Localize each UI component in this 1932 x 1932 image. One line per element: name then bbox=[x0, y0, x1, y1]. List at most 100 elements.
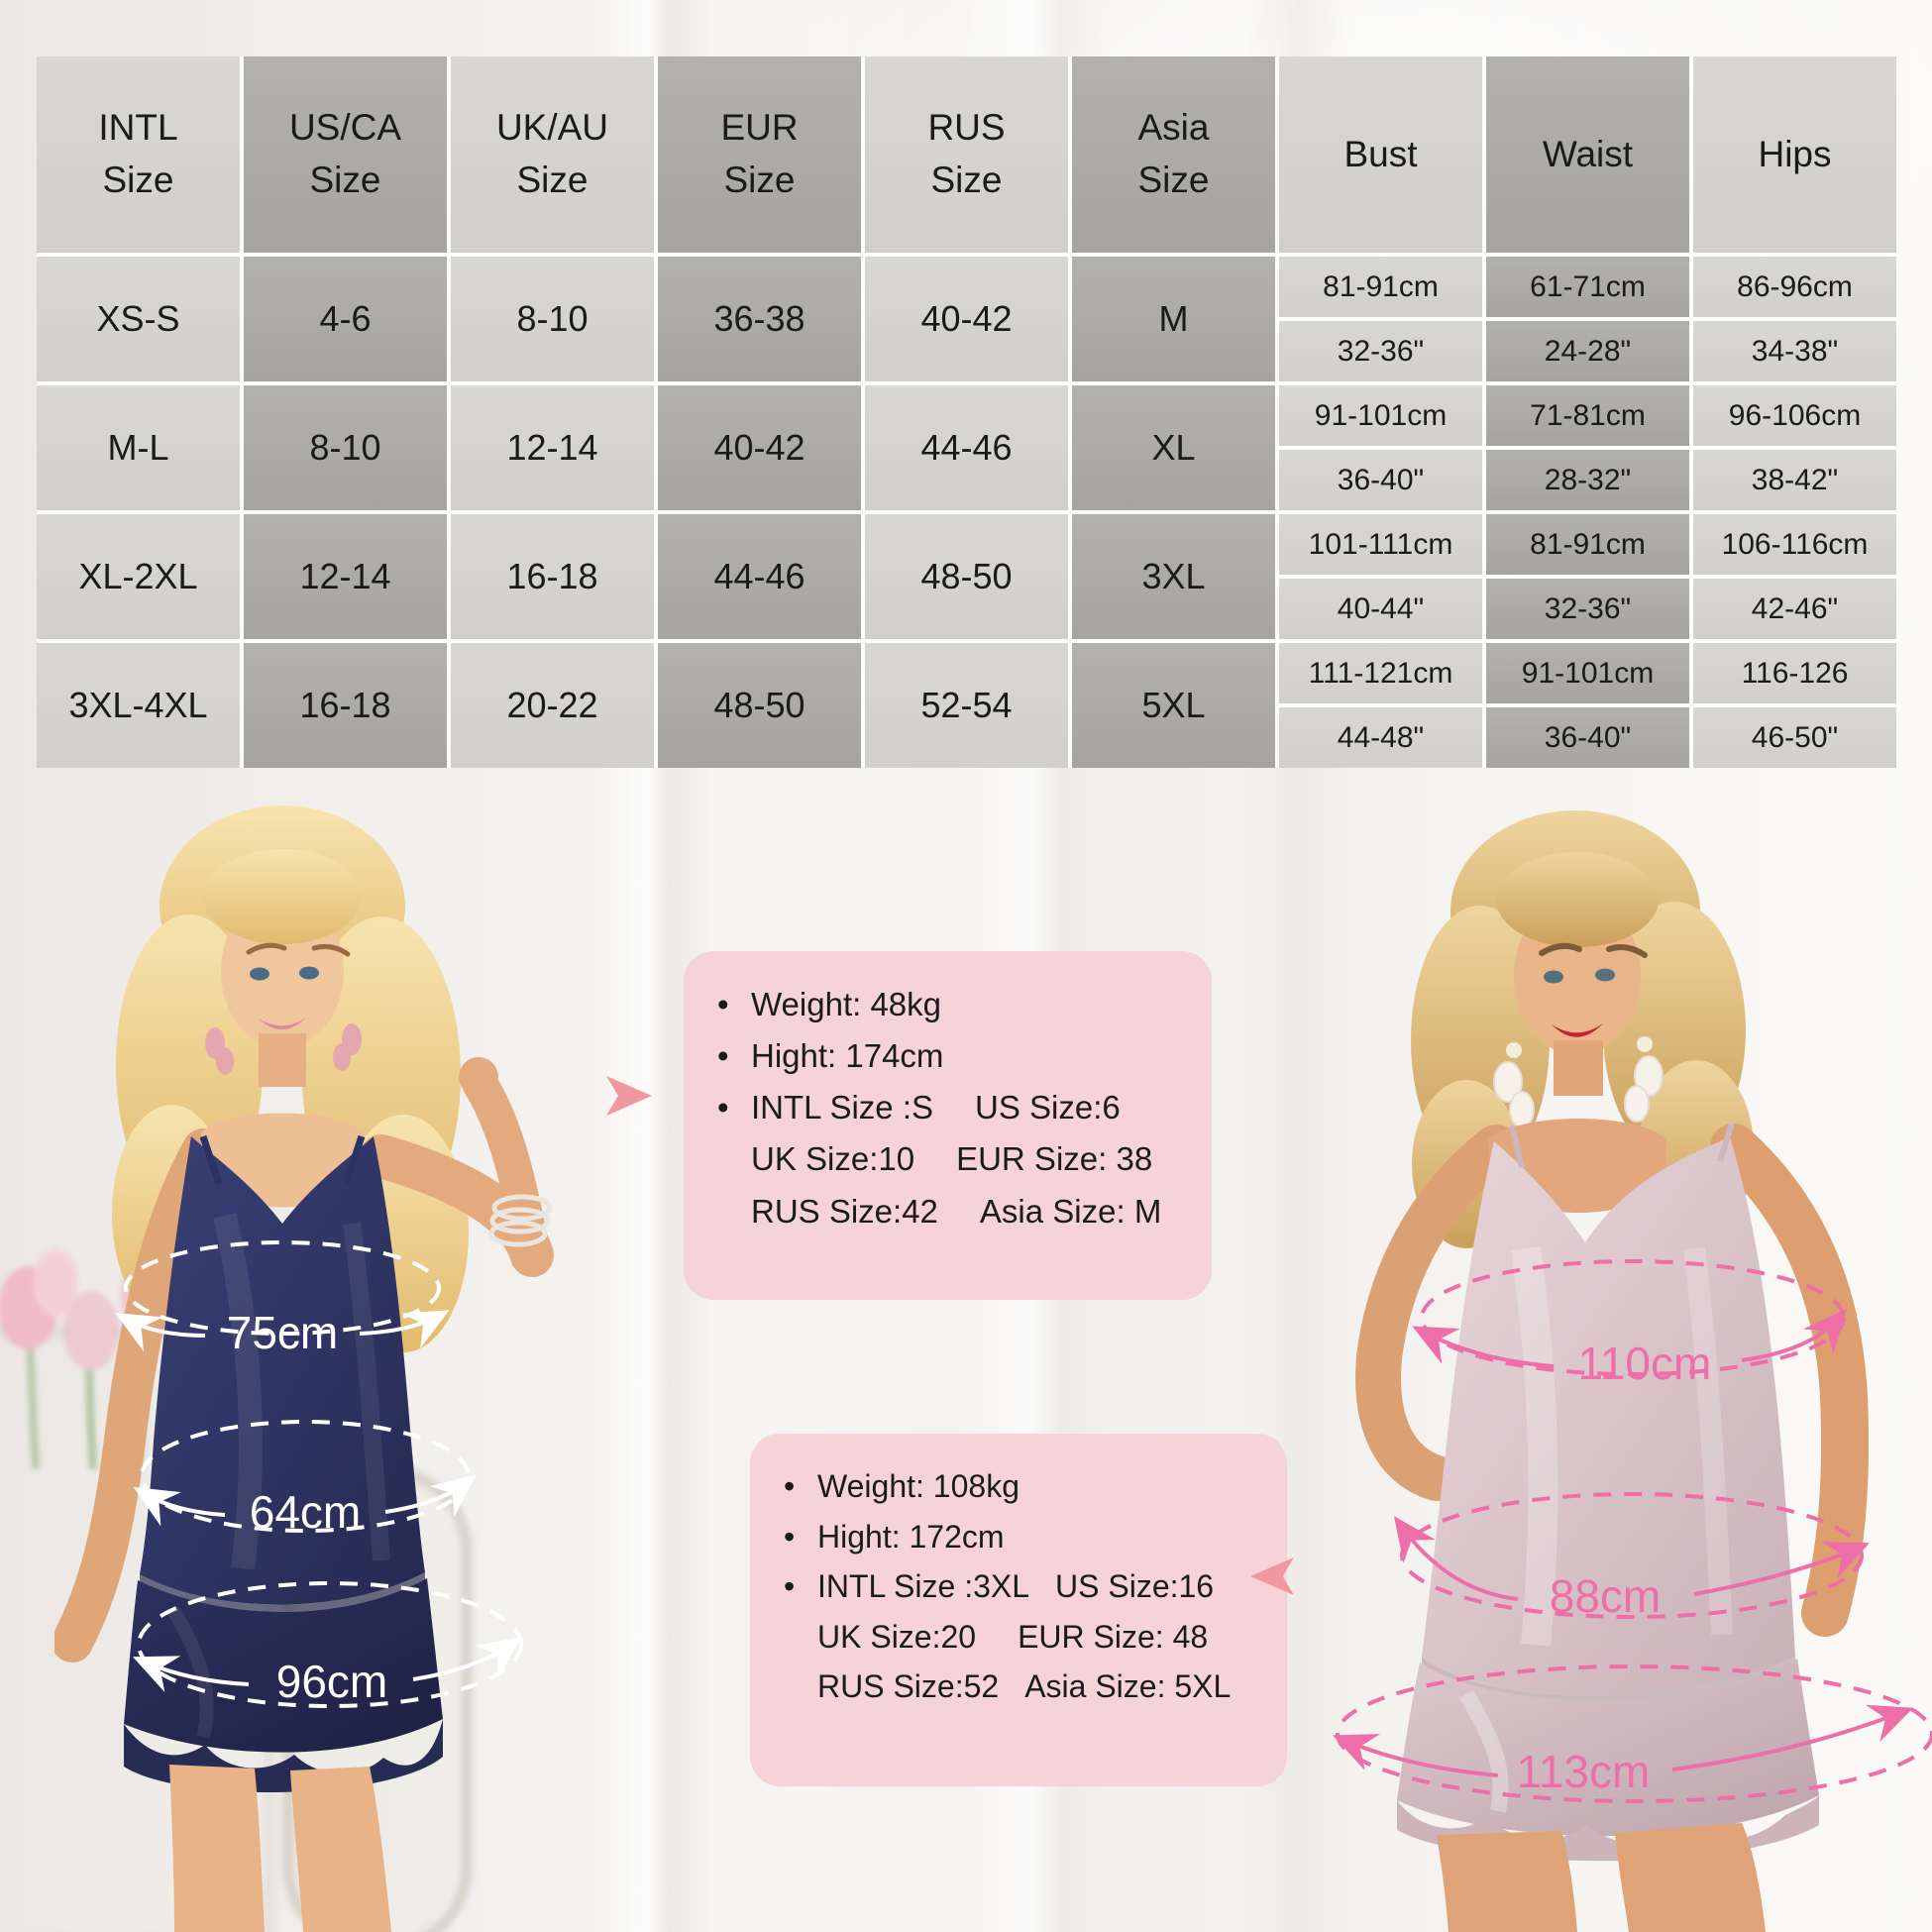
table-cell: 91-101cm bbox=[1486, 643, 1689, 703]
table-cell: 44-48" bbox=[1279, 707, 1482, 768]
table-cell: XL-2XL bbox=[37, 514, 240, 639]
weight-value: Weight: 48kg bbox=[751, 986, 942, 1022]
table-cell: 36-40" bbox=[1486, 707, 1689, 768]
model-plus-face bbox=[1493, 852, 1664, 1128]
height-line: • Hight: 174cm bbox=[717, 1030, 1178, 1082]
table-cell: 28-32" bbox=[1486, 450, 1689, 510]
table-cell: 32-36" bbox=[1486, 579, 1689, 639]
table-cell: 36-38 bbox=[658, 257, 861, 381]
model-plus-illustration: 110cm 88cm 113cm bbox=[1332, 810, 1932, 1932]
table-cell: M-L bbox=[37, 385, 240, 510]
model-small-illustration: 75cm 64cm 96cm bbox=[54, 805, 554, 1932]
uk-eur-line: UK Size:10 EUR Size: 38 bbox=[717, 1133, 1178, 1185]
uk-size-value: UK Size:20 bbox=[817, 1618, 977, 1655]
waist-measurement bbox=[1393, 1492, 1871, 1619]
bust-measurement bbox=[115, 1240, 450, 1352]
table-cell: 71-81cm bbox=[1486, 385, 1689, 446]
table-header-intl: INTL Size bbox=[37, 56, 240, 253]
table-cell: 44-46 bbox=[865, 385, 1068, 510]
table-cell: 42-46" bbox=[1693, 579, 1896, 639]
bracelet bbox=[488, 1194, 553, 1247]
waist-measurement-label: 64cm bbox=[250, 1486, 361, 1538]
table-cell-group: 106-116cm 42-46" bbox=[1693, 514, 1896, 639]
table-cell: 32-36" bbox=[1279, 321, 1482, 381]
table-cell: 44-46 bbox=[658, 514, 861, 639]
table-header-asia: Asia Size bbox=[1072, 56, 1275, 253]
rus-size-value: RUS Size:42 bbox=[751, 1192, 938, 1230]
table-cell-group: 81-91cm 32-36" bbox=[1279, 257, 1482, 381]
bullet: • bbox=[784, 1568, 796, 1605]
table-cell: 40-42 bbox=[865, 257, 1068, 381]
table-header-hips: Hips bbox=[1693, 56, 1896, 253]
height-line: • Hight: 172cm bbox=[784, 1512, 1253, 1562]
table-cell: 16-18 bbox=[451, 514, 654, 639]
waist-measurement bbox=[133, 1420, 477, 1533]
waist-measurement-label: 88cm bbox=[1550, 1570, 1661, 1622]
table-cell-group: 91-101cm 36-40" bbox=[1486, 643, 1689, 768]
table-cell: 5XL bbox=[1072, 643, 1275, 768]
table-cell: 40-44" bbox=[1279, 579, 1482, 639]
table-header-waist: Waist bbox=[1486, 56, 1689, 253]
table-cell-group: 111-121cm 44-48" bbox=[1279, 643, 1482, 768]
table-cell: 3XL-4XL bbox=[37, 643, 240, 768]
bust-measurement bbox=[1412, 1259, 1847, 1376]
us-size-value: US Size:16 bbox=[1055, 1568, 1215, 1605]
uk-size-value: UK Size:10 bbox=[751, 1140, 915, 1178]
table-cell: 38-42" bbox=[1693, 450, 1896, 510]
intl-us-line: • INTL Size :3XL US Size:16 bbox=[784, 1561, 1253, 1612]
table-header-eur: EUR Size bbox=[658, 56, 861, 253]
model-plus-legs bbox=[1437, 1823, 1766, 1932]
hips-measurement bbox=[1332, 1664, 1932, 1803]
table-cell: 86-96cm bbox=[1693, 257, 1896, 317]
flower-earrings bbox=[1493, 1036, 1664, 1128]
hips-measurement-label: 96cm bbox=[276, 1656, 387, 1707]
model-small-cami bbox=[140, 1134, 425, 1616]
table-cell: 34-38" bbox=[1693, 321, 1896, 381]
model-plus-arm-on-hip bbox=[1355, 1125, 1519, 1501]
weight-line: • Weight: 108kg bbox=[784, 1461, 1253, 1512]
rus-asia-line: RUS Size:42 Asia Size: M bbox=[717, 1186, 1178, 1237]
table-cell: XL bbox=[1072, 385, 1275, 510]
asia-size-value: Asia Size: 5XL bbox=[1024, 1668, 1232, 1705]
bullet: • bbox=[784, 1468, 796, 1504]
table-cell: 116-126 bbox=[1693, 643, 1896, 703]
table-cell: 8-10 bbox=[451, 257, 654, 381]
intl-size-value: INTL Size :3XL bbox=[817, 1568, 1030, 1605]
table-cell: 4-6 bbox=[244, 257, 447, 381]
table-cell: 12-14 bbox=[244, 514, 447, 639]
table-cell-group: 81-91cm 32-36" bbox=[1486, 514, 1689, 639]
bullet: • bbox=[717, 986, 729, 1022]
table-cell: M bbox=[1072, 257, 1275, 381]
table-header-ukau: UK/AU Size bbox=[451, 56, 654, 253]
table-cell: 81-91cm bbox=[1486, 514, 1689, 575]
asia-size-value: Asia Size: M bbox=[979, 1192, 1162, 1230]
intl-size-value: INTL Size :S bbox=[751, 1089, 933, 1127]
table-header-usca: US/CA Size bbox=[244, 56, 447, 253]
height-value: Hight: 172cm bbox=[817, 1518, 1005, 1555]
table-cell: 48-50 bbox=[658, 643, 861, 768]
table-cell: 8-10 bbox=[244, 385, 447, 510]
table-cell: XS-S bbox=[37, 257, 240, 381]
info-box-small-model: • Weight: 48kg • Hight: 174cm • INTL Siz… bbox=[684, 951, 1212, 1300]
uk-eur-line: UK Size:20 EUR Size: 48 bbox=[784, 1612, 1253, 1663]
table-cell: 111-121cm bbox=[1279, 643, 1482, 703]
weight-value: Weight: 108kg bbox=[817, 1468, 1020, 1504]
model-small-left-arm bbox=[54, 1128, 224, 1663]
bullet: • bbox=[717, 1089, 729, 1127]
hips-measurement bbox=[132, 1581, 523, 1708]
bullet: • bbox=[784, 1518, 796, 1555]
bust-measurement-label: 75cm bbox=[227, 1307, 338, 1358]
table-cell: 36-40" bbox=[1279, 450, 1482, 510]
eur-size-value: EUR Size: 38 bbox=[956, 1140, 1153, 1178]
table-cell: 40-42 bbox=[658, 385, 861, 510]
table-cell: 106-116cm bbox=[1693, 514, 1896, 575]
table-cell: 16-18 bbox=[244, 643, 447, 768]
table-cell-group: 96-106cm 38-42" bbox=[1693, 385, 1896, 510]
eur-size-value: EUR Size: 48 bbox=[1018, 1618, 1209, 1655]
table-cell: 101-111cm bbox=[1279, 514, 1482, 575]
weight-line: • Weight: 48kg bbox=[717, 979, 1178, 1030]
rus-size-value: RUS Size:52 bbox=[817, 1668, 1000, 1705]
us-size-value: US Size:6 bbox=[975, 1089, 1121, 1127]
table-cell: 52-54 bbox=[865, 643, 1068, 768]
table-cell: 24-28" bbox=[1486, 321, 1689, 381]
